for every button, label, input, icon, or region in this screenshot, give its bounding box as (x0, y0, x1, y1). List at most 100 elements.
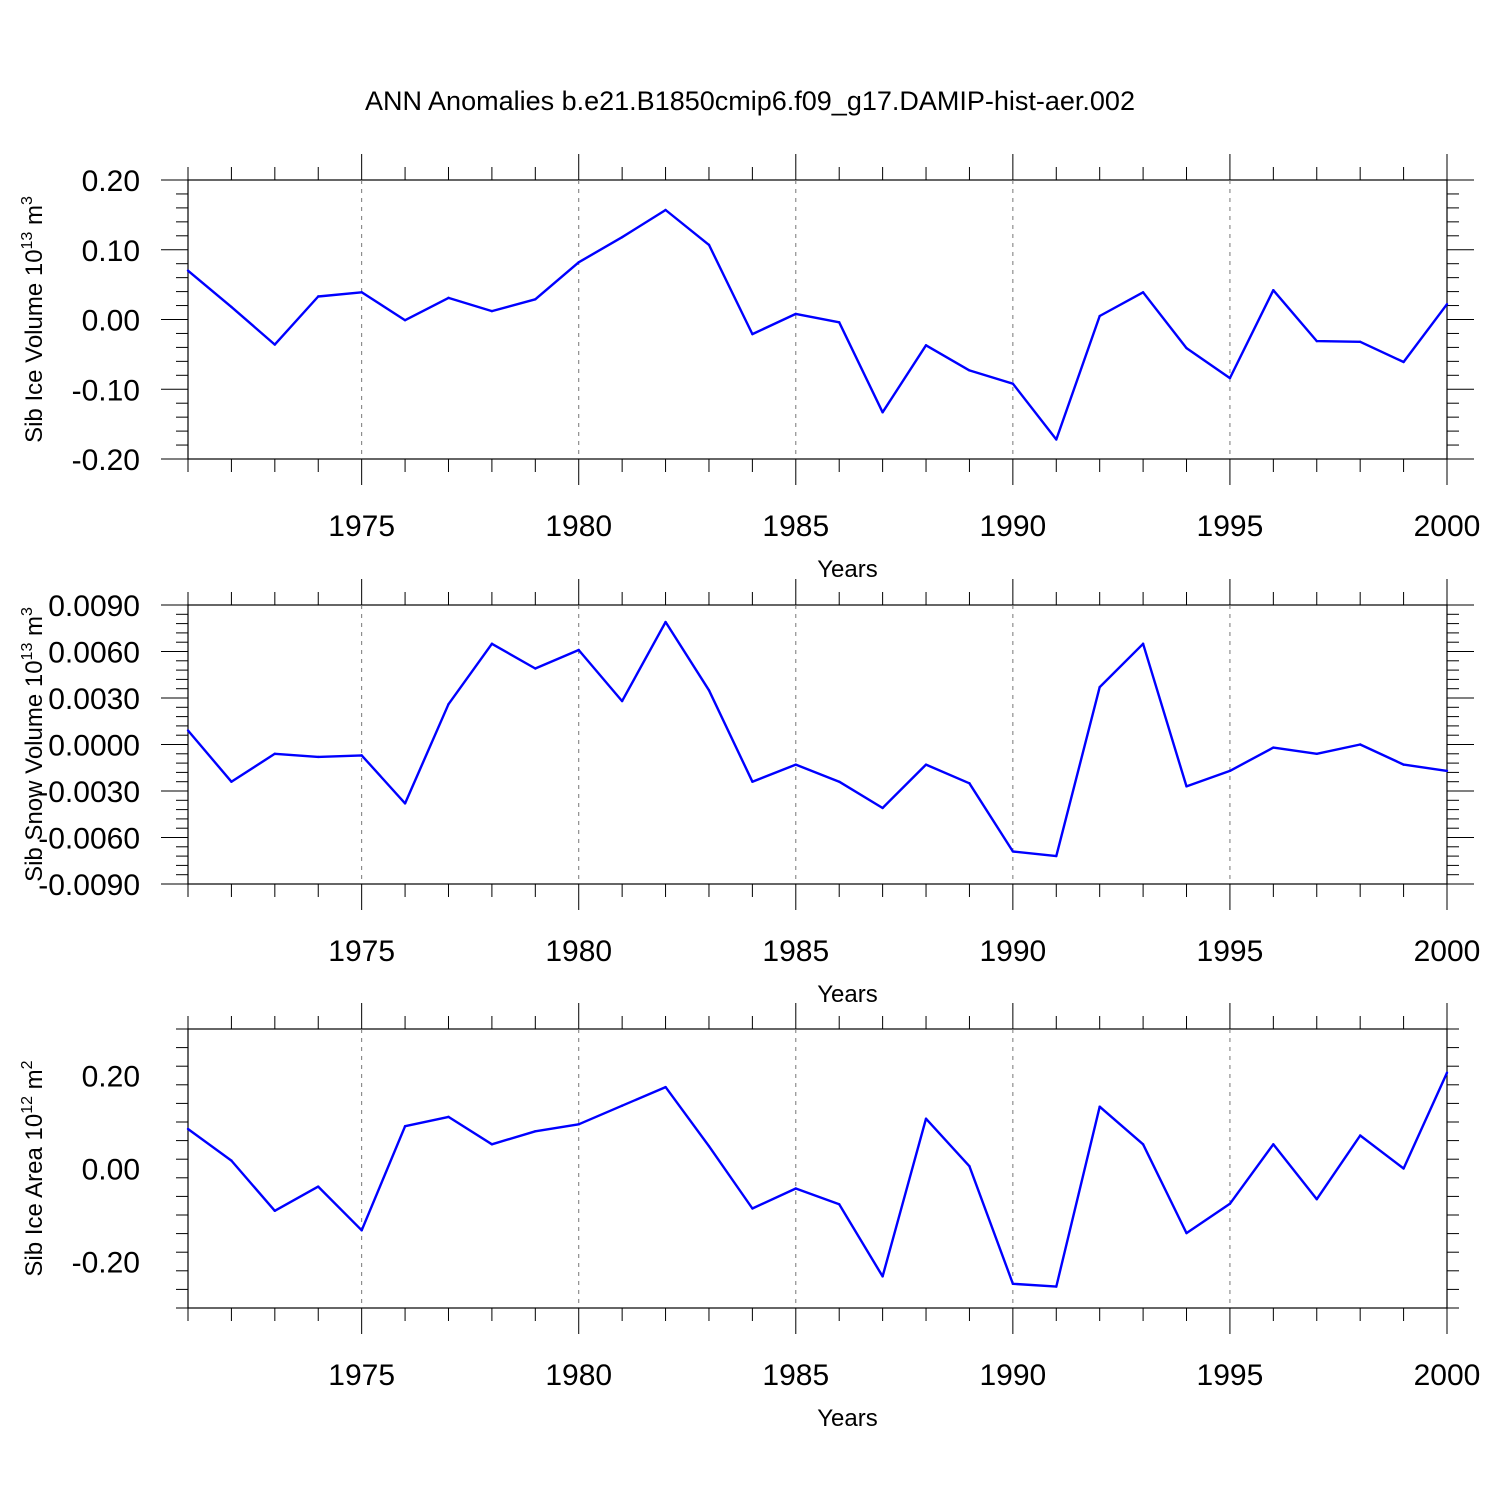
y-tick-label: 0.0030 (48, 683, 140, 716)
data-point (317, 755, 320, 759)
y-tick-label: -0.20 (72, 444, 140, 477)
data-point (490, 309, 494, 313)
data-point (1228, 376, 1232, 380)
data-point (620, 699, 624, 703)
data-point (1141, 642, 1145, 645)
y-tick-label: 0.0060 (48, 637, 140, 670)
data-point (1185, 346, 1188, 350)
y-tick-label: -0.10 (72, 374, 140, 407)
data-point (1098, 1105, 1101, 1108)
data-point (881, 806, 884, 810)
data-point (403, 802, 407, 805)
data-point (1272, 746, 1275, 749)
data-point (230, 1159, 233, 1162)
data-point (360, 291, 363, 294)
data-point (707, 689, 711, 692)
panel-2: -0.0090 -0.0060 -0.0030 0.0000 0.0030 0.0060 0… (19, 579, 1480, 1008)
data-point (794, 1187, 797, 1190)
data-point (1141, 291, 1145, 294)
data-point (273, 343, 277, 346)
data-point (447, 296, 450, 300)
data-point (490, 642, 494, 645)
x-tick-label: 1995 (1197, 510, 1264, 543)
y-tick-label: 0.0000 (48, 730, 140, 763)
y-axis-title: Sib Ice Area 1012 m2 (19, 1060, 48, 1276)
data-point (1315, 752, 1318, 755)
data-point (1402, 1167, 1405, 1170)
y-tick-label: 0.0090 (48, 590, 140, 623)
data-point (1011, 382, 1015, 385)
x-tick-label: 1990 (979, 510, 1046, 543)
data-point (838, 321, 841, 324)
data-point (317, 1185, 320, 1188)
data-point (968, 782, 971, 785)
data-point (186, 729, 190, 732)
x-tick-label: 1975 (328, 1359, 395, 1392)
data-point (360, 754, 363, 757)
x-tick-label: 1985 (762, 935, 829, 968)
x-tick-label: 1990 (979, 1359, 1046, 1392)
data-point (1011, 850, 1015, 853)
data-point (620, 235, 624, 239)
data-point (968, 1164, 971, 1168)
panel-3: -0.20 0.00 0.20 1975 1980 1985 1990 1995 2000 Yea… (19, 1003, 1480, 1432)
data-point (881, 411, 884, 414)
data-point (534, 667, 537, 670)
data-point (1055, 854, 1058, 858)
data-point (577, 1123, 580, 1126)
x-tick-label: 2000 (1414, 1359, 1481, 1392)
data-point (1358, 743, 1362, 746)
x-axis-title: Years (817, 981, 878, 1008)
data-point (620, 1104, 624, 1107)
x-tick-label: 1975 (328, 935, 395, 968)
y-axis-title: Sib Snow Volume 1013 m3 (19, 607, 48, 882)
y-tick-label: 0.20 (82, 1061, 140, 1094)
series-line (187, 1072, 1449, 1288)
data-point (881, 1275, 884, 1278)
data-point (490, 1143, 494, 1146)
data-point (1141, 1143, 1145, 1146)
data-point (1011, 1282, 1015, 1286)
data-point (360, 1229, 363, 1232)
x-tick-label: 1980 (545, 510, 612, 543)
data-point (1055, 438, 1058, 441)
data-point (1185, 1231, 1188, 1235)
data-point (577, 648, 580, 652)
data-point (447, 703, 450, 706)
data-point (1402, 360, 1405, 364)
data-point (1445, 769, 1449, 773)
data-point (794, 312, 797, 316)
series-line (187, 620, 1448, 858)
data-point (186, 1127, 190, 1131)
chart-title: ANN Anomalies b.e21.B1850cmip6.f09_g17.D… (365, 86, 1135, 116)
data-point (707, 243, 711, 247)
series-line (187, 208, 1448, 441)
data-point (273, 752, 277, 755)
data-point (968, 369, 971, 372)
data-point (664, 208, 667, 212)
data-point (1098, 685, 1101, 689)
data-point (794, 763, 797, 766)
x-axis-title: Years (817, 1405, 878, 1432)
plot-frame (187, 1028, 1448, 1309)
x-tick-label: 1975 (328, 510, 395, 543)
data-point (1358, 1134, 1362, 1137)
plot-frame (187, 604, 1448, 885)
y-tick-label: 0.10 (82, 235, 140, 268)
data-point (230, 305, 233, 309)
x-tick-label: 2000 (1414, 935, 1481, 968)
data-point (924, 763, 928, 766)
x-tick-label: 2000 (1414, 510, 1481, 543)
y-tick-label: 0.20 (82, 165, 140, 198)
y-tick-label: -0.0090 (38, 869, 140, 902)
data-point (273, 1209, 277, 1213)
x-tick-label: 1980 (545, 1359, 612, 1392)
data-point (664, 620, 667, 624)
data-point (1445, 1071, 1449, 1074)
y-tick-label: 0.00 (82, 1154, 140, 1187)
panel-1: -0.20 -0.10 0.00 0.10 0.20 1975 1980 1985 1990 19… (19, 154, 1480, 583)
data-point (751, 332, 754, 336)
x-tick-label: 1995 (1197, 1359, 1264, 1392)
data-point (924, 1117, 928, 1120)
data-point (1272, 1143, 1275, 1146)
